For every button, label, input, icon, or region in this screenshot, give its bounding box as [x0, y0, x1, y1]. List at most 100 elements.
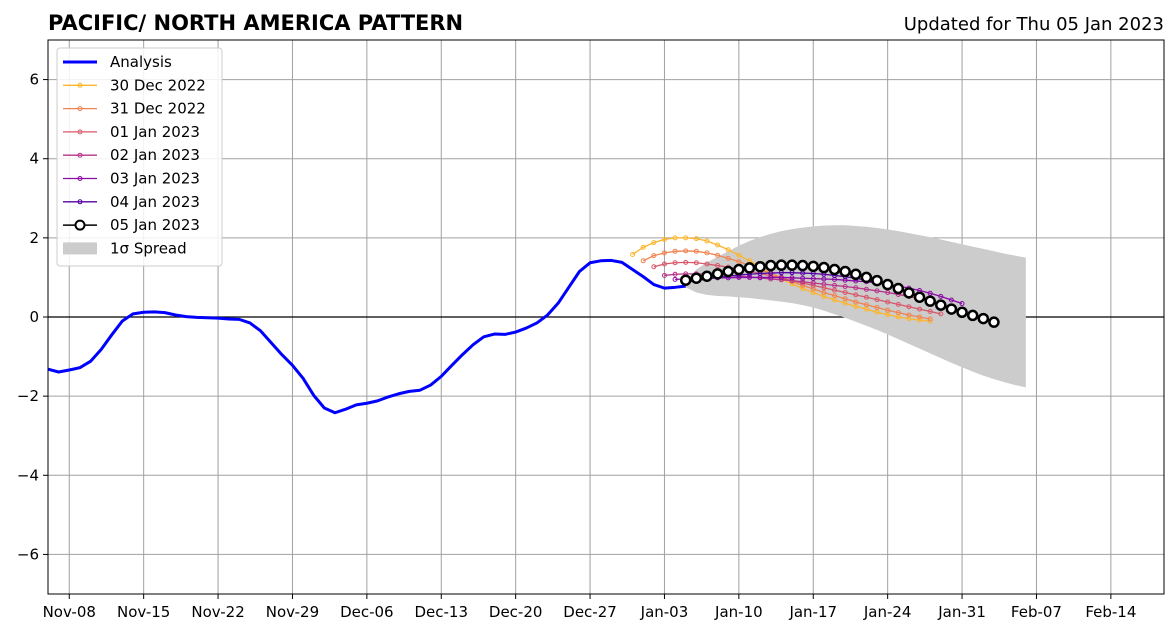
y-tick-label: 2 [29, 229, 39, 247]
legend: Analysis 30 Dec 2022 31 Dec 2022 01 Jan 202… [56, 47, 223, 267]
forecast-point [704, 250, 710, 256]
forecast-point [895, 301, 901, 307]
x-tick-label: Jan-31 [937, 603, 986, 621]
forecast-point [651, 240, 657, 246]
legend-label: Analysis [110, 53, 172, 71]
forecast-point [938, 311, 944, 317]
legend-forecast-marker [77, 152, 83, 158]
x-tick-label: Feb-07 [1011, 603, 1062, 621]
forecast-point [903, 287, 915, 299]
chart-subtitle: Updated for Thu 05 Jan 2023 [904, 14, 1164, 35]
forecast-point [832, 287, 838, 293]
forecast-point [895, 310, 901, 316]
forecast-point [715, 252, 721, 258]
forecast-point [640, 244, 646, 250]
forecast-point [956, 306, 968, 319]
forecast-point [651, 253, 657, 259]
forecast-point [661, 236, 667, 242]
legend-forecast-marker [77, 129, 83, 135]
legend-box [56, 47, 223, 267]
forecast-point [690, 272, 703, 284]
forecast-point [640, 258, 646, 264]
forecast-point [935, 299, 947, 311]
forecast-point [853, 285, 859, 291]
forecast-point [842, 289, 848, 295]
x-tick-label: Nov-15 [117, 603, 170, 621]
forecast-point [892, 282, 905, 295]
analysis-line [47, 258, 686, 415]
forecast-point [778, 274, 784, 280]
forecast-point [927, 290, 933, 296]
forecast-point [789, 275, 795, 281]
forecast-point [630, 251, 636, 257]
forecast-point [948, 297, 954, 303]
forecast-point [959, 301, 965, 307]
forecast-point [683, 248, 689, 254]
x-tick-label: Feb-14 [1085, 603, 1136, 621]
forecast-point [743, 262, 756, 274]
forecast-point [863, 286, 869, 292]
legend-forecast-marker [77, 106, 83, 112]
forecast-point [874, 305, 880, 311]
forecast-point [913, 291, 926, 303]
legend-label: 02 Jan 2023 [110, 146, 200, 164]
forecast-point [807, 260, 820, 273]
x-tick-label: Jan-10 [714, 603, 763, 621]
axes: Nov-08 Nov-15 Nov-22 Nov-29 Dec-06 Dec-13 Dec-… [17, 39, 1165, 621]
legend-label: 1σ Spread [110, 239, 187, 257]
forecast-point [927, 316, 933, 322]
legend-forecast-marker [77, 176, 83, 181]
forecast-point [715, 263, 721, 269]
legend-forecast-marker [77, 82, 83, 88]
forecast-point [863, 294, 869, 300]
y-tick-label: −6 [17, 545, 39, 563]
forecast-point [906, 304, 912, 310]
forecast-point [733, 263, 745, 276]
forecast-point [917, 306, 923, 312]
forecast-point [832, 282, 838, 288]
forecast-point [850, 268, 862, 281]
legend-label: 05 Jan 2023 [110, 216, 200, 234]
y-tick-label: 0 [29, 308, 39, 326]
forecast-point [874, 297, 880, 303]
forecast-point [842, 296, 848, 302]
y-tick-label: 6 [29, 71, 39, 89]
forecast-point [693, 248, 699, 254]
forecast-point [796, 259, 809, 272]
forecast-point [672, 271, 678, 277]
forecast-point [927, 308, 933, 314]
forecast-point [906, 312, 912, 318]
forecast-series-6 [679, 259, 1000, 328]
forecast-point [800, 286, 806, 292]
forecast-point [701, 270, 713, 282]
forecast-point [672, 248, 678, 254]
legend-label: 01 Jan 2023 [110, 123, 200, 141]
forecast-point [661, 250, 667, 256]
forecast-point [871, 274, 883, 287]
series-layer [47, 235, 1000, 415]
forecast-point [704, 261, 710, 267]
forecast-point [672, 235, 678, 241]
x-tick-label: Jan-24 [863, 603, 912, 621]
forecast-point [711, 268, 724, 280]
x-tick-label: Dec-27 [563, 603, 617, 621]
forecast-line [675, 276, 963, 305]
forecast-point [832, 293, 838, 299]
forecast-point [874, 309, 880, 315]
forecast-point [885, 307, 891, 313]
forecast-point [775, 259, 788, 271]
forecast-point [661, 272, 667, 278]
forecast-point [821, 281, 827, 287]
forecast-point [917, 314, 923, 320]
forecast-point [746, 274, 752, 280]
forecast-point [945, 303, 958, 315]
forecast-point [800, 275, 806, 281]
legend-spread-swatch [63, 242, 97, 255]
forecast-point [988, 316, 1000, 328]
forecast-point [977, 312, 990, 325]
legend-forecast-marker [74, 219, 86, 231]
x-tick-label: Nov-08 [43, 603, 96, 621]
forecast-point [672, 260, 678, 266]
legend-label: 03 Jan 2023 [110, 170, 200, 188]
